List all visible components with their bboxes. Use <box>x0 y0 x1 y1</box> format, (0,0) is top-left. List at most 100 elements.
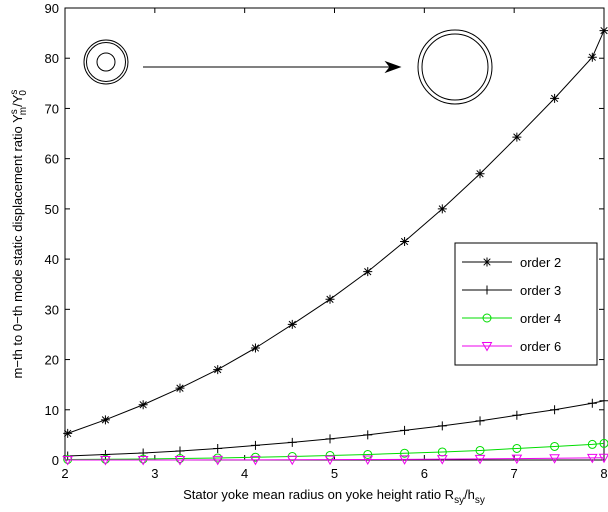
marker <box>175 453 185 463</box>
marker <box>400 425 410 435</box>
y-axis-label-part: m−th to 0−th mode static displacement ra… <box>10 114 25 379</box>
marker <box>175 383 185 393</box>
marker <box>550 405 560 415</box>
marker <box>599 438 608 448</box>
y-tick-label: 60 <box>45 152 59 167</box>
legend-label: order 2 <box>520 255 561 270</box>
y-axis-label-part: s <box>9 109 20 114</box>
marker <box>213 443 223 453</box>
y-axis-label-part: s <box>9 90 20 95</box>
legend-marker <box>482 285 492 295</box>
marker <box>474 454 486 465</box>
x-tick-label: 2 <box>61 466 68 481</box>
x-tick-label: 8 <box>600 466 607 481</box>
y-tick-label: 70 <box>45 101 59 116</box>
y-axis-label-part: m <box>18 107 29 115</box>
marker <box>325 434 335 444</box>
marker <box>549 454 560 464</box>
y-tick-label: 90 <box>45 1 59 16</box>
marker <box>286 455 298 466</box>
marker <box>174 455 186 466</box>
marker <box>587 398 597 408</box>
marker <box>324 455 336 466</box>
marker <box>436 455 448 465</box>
marker <box>363 449 373 459</box>
y-axis-label-part: 0 <box>18 90 29 96</box>
y-tick-label: 80 <box>45 51 59 66</box>
marker <box>213 365 223 375</box>
marker <box>512 132 522 142</box>
y-tick-label: 50 <box>45 202 59 217</box>
marker <box>400 237 410 247</box>
marker <box>475 169 485 179</box>
marker <box>437 421 447 431</box>
marker <box>399 455 410 465</box>
x-axis-label-part: sy <box>475 495 485 506</box>
marker <box>599 26 608 36</box>
marker <box>437 204 447 214</box>
x-tick-label: 4 <box>241 466 248 481</box>
marker <box>212 455 224 466</box>
y-tick-label: 0 <box>52 453 59 468</box>
marker <box>512 410 522 420</box>
marker <box>287 437 297 447</box>
marker <box>512 443 522 453</box>
legend-marker <box>482 313 492 323</box>
marker <box>587 52 597 62</box>
x-axis-label-part: sy <box>454 495 464 506</box>
series-line <box>67 457 605 461</box>
marker <box>511 454 523 465</box>
series-line <box>67 400 605 457</box>
x-axis-label: Stator yoke mean radius on yoke height r… <box>183 487 485 506</box>
marker <box>62 456 74 466</box>
x-tick-label: 7 <box>511 466 518 481</box>
legend: order 2 order 3 order 4 order 6 <box>454 242 598 366</box>
marker <box>138 454 148 464</box>
marker <box>100 454 110 464</box>
marker <box>475 416 485 426</box>
legend-marker <box>481 342 493 352</box>
marker <box>250 455 261 466</box>
plot-frame <box>64 7 605 461</box>
marker <box>400 448 410 458</box>
legend-label: order 4 <box>520 311 561 326</box>
x-tick-label: 5 <box>331 466 338 481</box>
y-axis-label-part: /Y <box>10 94 25 107</box>
y-tick-label: 10 <box>45 403 59 418</box>
x-tick-label: 6 <box>421 466 428 481</box>
legend-label: order 6 <box>520 339 561 354</box>
marker <box>586 453 598 464</box>
legend-marker <box>482 257 492 267</box>
marker <box>175 446 185 456</box>
marker <box>137 456 149 466</box>
marker <box>63 428 73 438</box>
marker <box>475 445 485 455</box>
marker <box>598 453 608 464</box>
y-tick-label: 40 <box>45 252 59 267</box>
x-axis-label-part: Stator yoke mean radius on yoke height r… <box>183 487 454 502</box>
marker <box>325 294 335 304</box>
marker <box>550 93 560 103</box>
y-tick-label: 20 <box>45 353 59 368</box>
series-line <box>67 442 605 460</box>
marker <box>587 439 597 449</box>
marker <box>250 343 260 353</box>
marker <box>363 430 373 440</box>
marker <box>550 441 560 451</box>
x-tick-label: 3 <box>151 466 158 481</box>
y-axis-label: m−th to 0−th mode static displacement ra… <box>9 90 29 379</box>
marker <box>138 448 148 458</box>
diagram-icon <box>83 29 493 105</box>
marker <box>100 415 110 425</box>
marker <box>287 319 297 329</box>
marker <box>250 440 260 450</box>
marker <box>599 396 608 406</box>
y-tick-label: 30 <box>45 302 59 317</box>
legend-box <box>454 242 598 366</box>
marker <box>100 449 110 459</box>
series-line <box>67 30 605 434</box>
legend-label: order 3 <box>520 283 561 298</box>
marker <box>138 400 148 410</box>
marker <box>362 455 374 466</box>
